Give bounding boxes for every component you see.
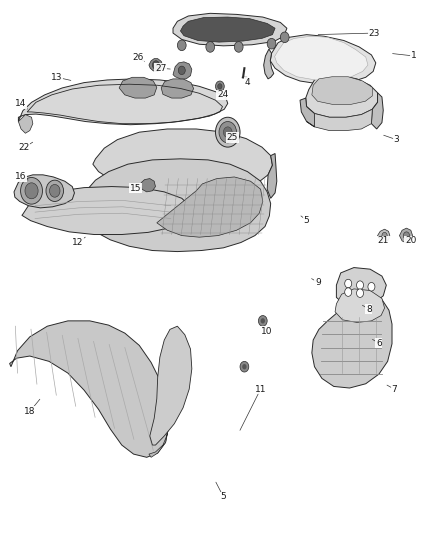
- Circle shape: [357, 289, 364, 297]
- Circle shape: [177, 40, 186, 51]
- Polygon shape: [22, 187, 191, 235]
- Polygon shape: [307, 109, 372, 131]
- Circle shape: [223, 127, 232, 138]
- Circle shape: [219, 122, 237, 143]
- Text: 4: 4: [245, 78, 250, 86]
- Circle shape: [242, 364, 247, 369]
- Text: 16: 16: [15, 173, 27, 181]
- Polygon shape: [275, 36, 368, 80]
- Polygon shape: [157, 177, 263, 237]
- Text: 5: 5: [220, 492, 226, 501]
- Polygon shape: [141, 179, 155, 192]
- Circle shape: [382, 232, 387, 239]
- Circle shape: [280, 32, 289, 43]
- Circle shape: [345, 288, 352, 296]
- Circle shape: [368, 282, 375, 291]
- Circle shape: [345, 279, 352, 288]
- Circle shape: [21, 177, 42, 204]
- Circle shape: [49, 184, 60, 197]
- Polygon shape: [378, 229, 390, 242]
- Circle shape: [218, 84, 222, 89]
- Polygon shape: [173, 13, 287, 46]
- Polygon shape: [264, 49, 274, 79]
- Circle shape: [215, 81, 224, 92]
- Polygon shape: [371, 93, 383, 129]
- Circle shape: [215, 117, 240, 147]
- Text: 6: 6: [376, 339, 382, 348]
- Polygon shape: [180, 17, 275, 42]
- Polygon shape: [149, 426, 169, 457]
- Polygon shape: [312, 77, 372, 104]
- Circle shape: [152, 61, 159, 69]
- Text: 1: 1: [411, 52, 417, 60]
- Text: 5: 5: [304, 216, 310, 224]
- Polygon shape: [335, 289, 385, 322]
- Polygon shape: [14, 175, 74, 208]
- Polygon shape: [399, 228, 413, 243]
- Circle shape: [178, 66, 185, 75]
- Text: 21: 21: [378, 237, 389, 245]
- Text: 12: 12: [72, 238, 83, 247]
- Text: 26: 26: [132, 53, 144, 62]
- Circle shape: [258, 316, 267, 326]
- Text: 25: 25: [226, 133, 238, 142]
- Polygon shape: [119, 77, 157, 98]
- Circle shape: [403, 232, 410, 239]
- Polygon shape: [173, 62, 192, 79]
- Polygon shape: [270, 35, 376, 84]
- Polygon shape: [300, 98, 314, 127]
- Polygon shape: [18, 79, 228, 125]
- Text: 24: 24: [217, 91, 228, 99]
- Polygon shape: [83, 159, 271, 252]
- Text: 7: 7: [391, 385, 397, 393]
- Polygon shape: [149, 59, 163, 71]
- Text: 27: 27: [155, 64, 166, 72]
- Text: 13: 13: [51, 73, 63, 82]
- Circle shape: [267, 38, 276, 49]
- Text: 10: 10: [261, 327, 273, 336]
- Circle shape: [25, 183, 38, 199]
- Text: 20: 20: [405, 237, 417, 245]
- Text: 3: 3: [393, 135, 399, 144]
- Circle shape: [357, 281, 364, 289]
- Circle shape: [240, 361, 249, 372]
- Text: 18: 18: [24, 407, 35, 416]
- Text: 11: 11: [255, 385, 266, 393]
- Polygon shape: [18, 115, 33, 133]
- Text: 9: 9: [315, 278, 321, 287]
- Polygon shape: [161, 79, 194, 98]
- Text: 23: 23: [369, 29, 380, 37]
- Polygon shape: [93, 129, 272, 194]
- Circle shape: [261, 318, 265, 324]
- Polygon shape: [10, 321, 169, 457]
- Polygon shape: [150, 326, 192, 445]
- Circle shape: [206, 42, 215, 52]
- Circle shape: [234, 42, 243, 52]
- Polygon shape: [336, 268, 386, 306]
- Text: 22: 22: [18, 143, 30, 152]
- Text: 15: 15: [130, 184, 141, 192]
- Text: 14: 14: [15, 100, 27, 108]
- Polygon shape: [312, 290, 392, 388]
- Polygon shape: [267, 154, 277, 198]
- Text: 8: 8: [366, 305, 372, 313]
- Polygon shape: [306, 76, 378, 117]
- Circle shape: [46, 180, 64, 201]
